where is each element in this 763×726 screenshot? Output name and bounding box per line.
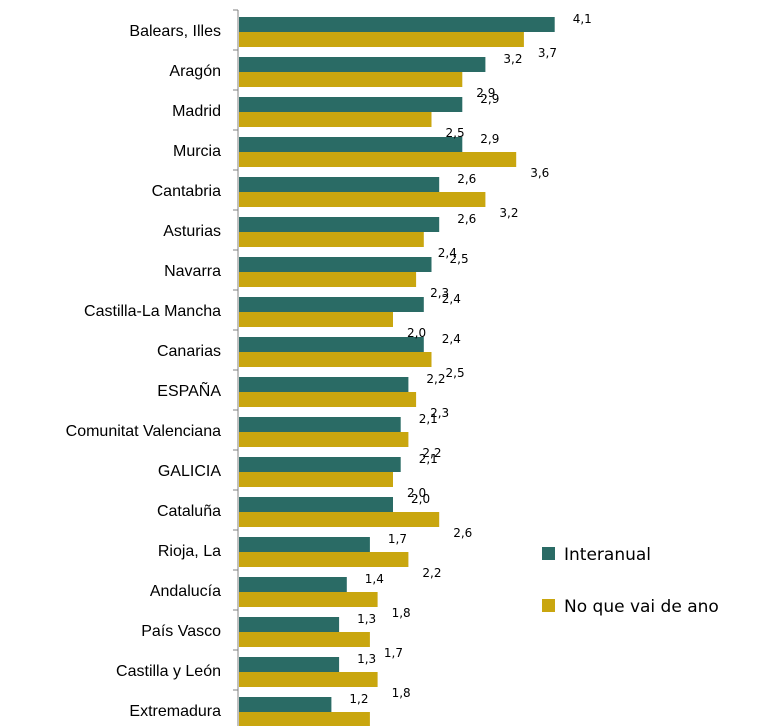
bar-interanual [239, 537, 370, 552]
category-label: Comunitat Valenciana [66, 423, 221, 440]
bar-interanual [239, 57, 486, 72]
data-label: 2,0 [411, 492, 430, 506]
bar-no-que-vai-de-ano [239, 352, 432, 367]
bar-no-que-vai-de-ano [239, 512, 440, 527]
category-label: Cantabria [152, 183, 221, 200]
category-label: Murcia [173, 143, 221, 160]
bar-no-que-vai-de-ano [239, 392, 417, 407]
bar-interanual [239, 697, 332, 712]
category-label: Castilla-La Mancha [84, 303, 221, 320]
category-label: Castilla y León [116, 663, 221, 680]
bar-interanual [239, 297, 424, 312]
data-label: 2,6 [457, 172, 476, 186]
data-label: 2,0 [407, 326, 426, 340]
data-label: 2,6 [457, 212, 476, 226]
data-label: 3,2 [499, 206, 518, 220]
data-label: 3,2 [503, 52, 522, 66]
data-label: 2,5 [446, 126, 465, 140]
category-label: País Vasco [141, 623, 221, 640]
bar-interanual [239, 257, 432, 272]
bar-no-que-vai-de-ano [239, 632, 370, 647]
bar-interanual [239, 17, 555, 32]
bar-no-que-vai-de-ano [239, 112, 432, 127]
bar-interanual [239, 617, 340, 632]
data-label: 1,4 [365, 572, 384, 586]
data-label: 2,5 [450, 252, 469, 266]
bar-interanual [239, 497, 393, 512]
bar-no-que-vai-de-ano [239, 232, 424, 247]
category-label: Andalucía [150, 583, 221, 600]
data-label: 1,7 [388, 532, 407, 546]
bar-no-que-vai-de-ano [239, 712, 370, 726]
data-label: 4,1 [573, 12, 592, 26]
bar-no-que-vai-de-ano [239, 32, 524, 47]
category-label: Extremadura [129, 703, 221, 720]
data-label: 2,2 [422, 446, 441, 460]
data-label: 1,8 [392, 606, 411, 620]
bar-no-que-vai-de-ano [239, 472, 393, 487]
data-label: 2,3 [430, 406, 449, 420]
category-label: GALICIA [158, 463, 221, 480]
bar-no-que-vai-de-ano [239, 72, 463, 87]
category-label: Madrid [172, 103, 221, 120]
data-label: 2,3 [430, 286, 449, 300]
data-label: 2,9 [480, 132, 499, 146]
bar-no-que-vai-de-ano [239, 552, 409, 567]
bar-interanual [239, 337, 424, 352]
data-label: 2,9 [476, 86, 495, 100]
bar-no-que-vai-de-ano [239, 272, 417, 287]
data-label: 2,1 [419, 412, 438, 426]
legend-swatch-no-que-vai-de-ano [542, 599, 555, 612]
bar-no-que-vai-de-ano [239, 432, 409, 447]
data-label: 3,6 [530, 166, 549, 180]
bar-interanual [239, 457, 401, 472]
data-label: 2,4 [438, 246, 457, 260]
data-label: 3,7 [538, 46, 557, 60]
bar-interanual [239, 177, 440, 192]
category-label: Canarias [157, 343, 221, 360]
data-label: 1,2 [349, 692, 368, 706]
category-label: Cataluña [157, 503, 221, 520]
bar-no-que-vai-de-ano [239, 672, 378, 687]
legend-swatch-interanual [542, 547, 555, 560]
data-label: 2,1 [419, 452, 438, 466]
data-label: 2,6 [453, 526, 472, 540]
category-label: ESPAÑA [157, 380, 221, 400]
data-label: 2,5 [446, 366, 465, 380]
bar-no-que-vai-de-ano [239, 152, 517, 167]
bar-no-que-vai-de-ano [239, 312, 393, 327]
data-label: 1,3 [357, 652, 376, 666]
category-label: Asturias [163, 223, 221, 240]
data-label: 2,4 [442, 292, 461, 306]
legend-label: No que vai de ano [564, 597, 719, 617]
data-label: 2,2 [426, 372, 445, 386]
data-label: 2,4 [442, 332, 461, 346]
bar-interanual [239, 657, 340, 672]
category-label: Aragón [169, 63, 221, 80]
bar-no-que-vai-de-ano [239, 592, 378, 607]
bar-interanual [239, 577, 347, 592]
category-label: Rioja, La [158, 543, 221, 560]
bar-no-que-vai-de-ano [239, 192, 486, 207]
category-label: Navarra [164, 263, 221, 280]
data-label: 2,9 [480, 92, 499, 106]
data-label: 2,2 [422, 566, 441, 580]
bar-interanual [239, 137, 463, 152]
bar-interanual [239, 97, 463, 112]
category-label: Balears, Illes [129, 23, 221, 40]
data-label: 1,3 [357, 612, 376, 626]
data-label: 2,0 [407, 486, 426, 500]
legend-label: Interanual [564, 545, 651, 565]
bar-interanual [239, 217, 440, 232]
data-label: 1,8 [392, 686, 411, 700]
data-label: 1,7 [384, 646, 403, 660]
bar-interanual [239, 377, 409, 392]
bar-interanual [239, 417, 401, 432]
